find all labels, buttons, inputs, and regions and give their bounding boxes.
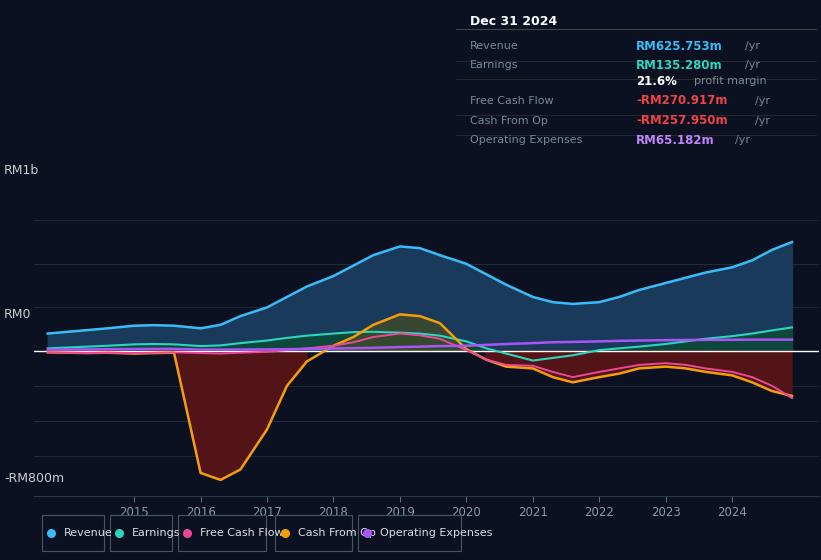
Text: RM135.280m: RM135.280m: [636, 59, 723, 72]
Text: Free Cash Flow: Free Cash Flow: [200, 529, 284, 538]
Text: profit margin: profit margin: [694, 76, 767, 86]
Text: Dec 31 2024: Dec 31 2024: [470, 15, 557, 28]
Text: RM65.182m: RM65.182m: [636, 134, 715, 147]
Text: -RM257.950m: -RM257.950m: [636, 114, 728, 127]
Text: /yr: /yr: [745, 60, 759, 70]
Text: Earnings: Earnings: [470, 60, 519, 70]
Text: Revenue: Revenue: [64, 529, 113, 538]
Text: RM625.753m: RM625.753m: [636, 40, 723, 53]
Text: /yr: /yr: [754, 96, 770, 106]
FancyBboxPatch shape: [42, 515, 103, 552]
Text: RM1b: RM1b: [4, 164, 39, 178]
Text: Cash From Op: Cash From Op: [470, 115, 548, 125]
Text: Free Cash Flow: Free Cash Flow: [470, 96, 553, 106]
Text: Revenue: Revenue: [470, 41, 519, 52]
Text: Operating Expenses: Operating Expenses: [380, 529, 493, 538]
Text: /yr: /yr: [754, 115, 770, 125]
Text: /yr: /yr: [745, 41, 759, 52]
Text: /yr: /yr: [735, 136, 750, 145]
FancyBboxPatch shape: [358, 515, 461, 552]
Text: Operating Expenses: Operating Expenses: [470, 136, 582, 145]
FancyBboxPatch shape: [275, 515, 352, 552]
Text: -RM270.917m: -RM270.917m: [636, 94, 727, 108]
Text: Cash From Op: Cash From Op: [298, 529, 375, 538]
Text: 21.6%: 21.6%: [636, 74, 677, 87]
FancyBboxPatch shape: [177, 515, 266, 552]
Text: -RM800m: -RM800m: [4, 472, 64, 486]
Text: RM0: RM0: [4, 308, 31, 321]
FancyBboxPatch shape: [110, 515, 172, 552]
Text: Earnings: Earnings: [132, 529, 181, 538]
